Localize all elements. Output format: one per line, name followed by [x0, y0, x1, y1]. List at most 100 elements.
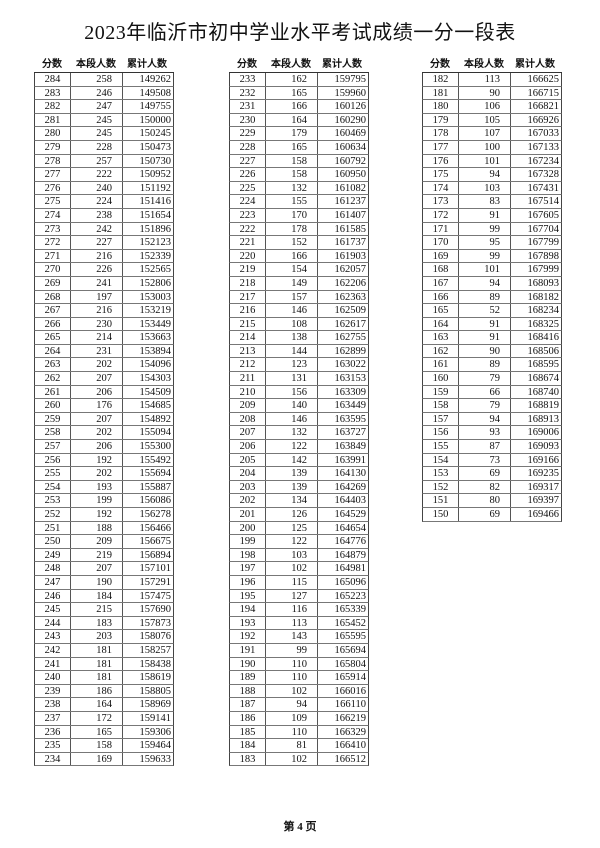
score-cell: 160	[423, 372, 459, 385]
segment-count-cell: 149	[266, 276, 318, 290]
segment-count-cell: 186	[71, 684, 123, 698]
score-cell: 185	[230, 725, 266, 739]
cumulative-count-cell: 158619	[139, 672, 172, 684]
table-row: 269 241 152806	[34, 276, 174, 291]
cumulative-count-cell: 164130	[334, 468, 367, 480]
cumulative-count-cell: 158076	[139, 631, 172, 643]
cumulative-count-cell: 167898	[527, 250, 560, 262]
header-segment-count: 本段人数	[76, 59, 116, 70]
cumulative-count-cell: 150730	[139, 155, 172, 167]
table-row: 177 100 167133	[422, 140, 562, 155]
cumulative-count-cell: 161237	[334, 196, 367, 208]
cumulative-count-cell: 168740	[527, 386, 560, 398]
segment-count-cell: 126	[266, 508, 318, 521]
table-row: 167 94 168093	[422, 276, 562, 291]
table-row: 227 158 160792	[229, 154, 369, 169]
cumulative-count-cell: 169317	[527, 481, 560, 493]
table-row: 258 202 155094	[34, 426, 174, 441]
segment-count-cell: 139	[266, 480, 318, 494]
cumulative-count-cell: 163991	[334, 454, 367, 466]
cumulative-count-cell: 164654	[334, 522, 367, 534]
score-cell: 269	[35, 276, 71, 290]
cumulative-count-cell: 157291	[139, 576, 172, 588]
table-row: 207 132 163727	[229, 426, 369, 441]
table-row: 175 94 167328	[422, 168, 562, 182]
cumulative-count-cell: 164403	[334, 495, 367, 507]
score-cell: 272	[35, 236, 71, 249]
score-cell: 225	[230, 181, 266, 195]
table-row: 196 115 165096	[229, 575, 369, 590]
cumulative-count-cell: 156894	[139, 549, 172, 561]
table-row: 161 89 168595	[422, 358, 562, 373]
table-row: 229 179 160469	[229, 127, 369, 141]
score-cell: 171	[423, 222, 459, 236]
table-row: 270 226 152565	[34, 263, 174, 277]
table-row: 265 214 153663	[34, 331, 174, 345]
segment-count-cell: 238	[71, 208, 123, 222]
table-row: 159 66 168740	[422, 385, 562, 400]
score-cell: 271	[35, 249, 71, 263]
segment-count-cell: 90	[459, 344, 511, 358]
score-cell: 261	[35, 385, 71, 399]
score-cell: 229	[230, 127, 266, 140]
score-cell: 168	[423, 263, 459, 276]
table-row: 204 139 164130	[229, 467, 369, 481]
cumulative-count-cell: 161585	[334, 223, 367, 235]
score-cell: 276	[35, 181, 71, 195]
score-cell: 177	[423, 140, 459, 154]
score-cell: 191	[230, 643, 266, 657]
score-cell: 162	[423, 344, 459, 358]
segment-count-cell: 181	[71, 671, 123, 684]
table-row: 183 102 166512	[229, 752, 369, 767]
score-cell: 215	[230, 317, 266, 331]
segment-count-cell: 91	[459, 317, 511, 331]
cumulative-count-cell: 165914	[334, 672, 367, 684]
score-cell: 237	[35, 711, 71, 725]
table-row: 281 245 150000	[34, 113, 174, 128]
table-header: 分数 本段人数 累计人数	[34, 58, 174, 72]
segment-count-cell: 89	[459, 290, 511, 304]
segment-count-cell: 158	[266, 154, 318, 168]
segment-count-cell: 89	[459, 358, 511, 372]
segment-count-cell: 162	[266, 73, 318, 86]
score-cell: 219	[230, 263, 266, 276]
table-row: 182 113 166625	[422, 73, 562, 87]
segment-count-cell: 131	[266, 372, 318, 385]
segment-count-cell: 142	[266, 453, 318, 467]
cumulative-count-cell: 162363	[334, 291, 367, 303]
score-table-2: 分数 本段人数 累计人数 233 162 159795 232 165 159960 231 166…	[229, 58, 369, 767]
cumulative-count-cell: 169093	[527, 441, 560, 453]
cumulative-count-cell: 151416	[139, 196, 172, 208]
table-row: 266 230 153449	[34, 317, 174, 332]
cumulative-count-cell: 162899	[334, 345, 367, 357]
segment-count-cell: 91	[459, 331, 511, 344]
segment-count-cell: 207	[71, 562, 123, 575]
table-row: 234 169 159633	[34, 752, 174, 767]
score-cell: 278	[35, 154, 71, 168]
score-cell: 235	[35, 739, 71, 752]
segment-count-cell: 103	[266, 548, 318, 562]
table-row: 152 82 169317	[422, 480, 562, 495]
segment-count-cell: 132	[266, 181, 318, 195]
cumulative-count-cell: 160469	[334, 128, 367, 140]
cumulative-count-cell: 164776	[334, 536, 367, 548]
segment-count-cell: 242	[71, 222, 123, 236]
segment-count-cell: 83	[459, 195, 511, 208]
table-row: 168 101 167999	[422, 263, 562, 277]
header-score: 分数	[42, 59, 62, 70]
cumulative-count-cell: 167328	[527, 169, 560, 181]
score-cell: 183	[230, 752, 266, 766]
table-row: 219 154 162057	[229, 263, 369, 277]
segment-count-cell: 178	[266, 222, 318, 236]
cumulative-count-cell: 152565	[139, 264, 172, 276]
cumulative-count-cell: 169235	[527, 468, 560, 480]
cumulative-count-cell: 161903	[334, 250, 367, 262]
segment-count-cell: 179	[266, 127, 318, 140]
segment-count-cell: 165	[266, 86, 318, 100]
table-row: 267 216 153219	[34, 304, 174, 318]
segment-count-cell: 110	[266, 671, 318, 684]
table-row: 153 69 169235	[422, 467, 562, 481]
cumulative-count-cell: 150000	[139, 114, 172, 126]
segment-count-cell: 132	[266, 426, 318, 440]
table-row: 251 188 156466	[34, 521, 174, 536]
